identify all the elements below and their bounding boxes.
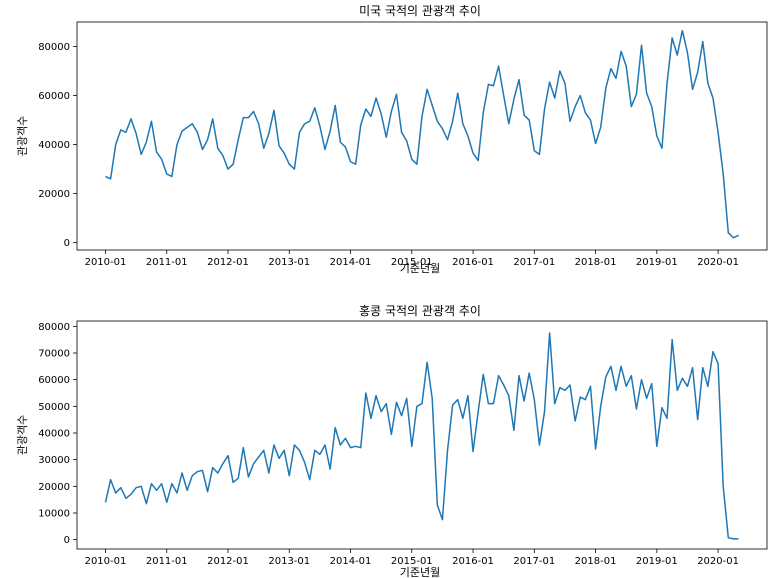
x-tick-label: 2012-01	[207, 556, 249, 567]
x-tick-label: 2018-01	[575, 556, 617, 567]
x-tick-label: 2016-01	[452, 257, 494, 268]
plot-frame	[76, 21, 768, 251]
y-tick-label: 20000	[38, 482, 70, 493]
chart-title: 미국 국적의 관광객 추이	[359, 4, 481, 18]
y-axis-label: 관광객수	[16, 415, 29, 455]
x-tick-label: 2020-01	[697, 556, 739, 567]
x-tick-label: 2014-01	[330, 257, 372, 268]
y-axis-label: 관광객수	[16, 116, 29, 156]
y-tick-label: 50000	[38, 402, 70, 413]
y-tick-label: 40000	[38, 140, 70, 151]
chart-us-tourists: 미국 국적의 관광객 추이 기준년월 관광객수 2010-01 2011-01 20…	[16, 4, 768, 275]
x-tick-label: 2013-01	[268, 257, 310, 268]
x-axis-label: 기준년월	[400, 566, 440, 579]
x-tick-label: 2011-01	[146, 556, 188, 567]
x-tick-label: 2011-01	[146, 257, 188, 268]
y-tick-label: 60000	[38, 375, 70, 386]
x-tick-label: 2017-01	[513, 556, 555, 567]
y-tick-label: 30000	[38, 455, 70, 466]
series-line	[104, 332, 739, 540]
y-tick-label: 0	[64, 535, 70, 546]
x-tick-label: 2016-01	[452, 556, 494, 567]
x-tick-label: 2015-01	[391, 556, 433, 567]
chart-hk-tourists: 홍콩 국적의 관광객 추이 기준년월 관광객수 2010-01 2011-01 20…	[16, 304, 768, 579]
x-tick-label: 2012-01	[207, 257, 249, 268]
x-tick-label: 2019-01	[636, 257, 678, 268]
y-tick-label: 80000	[38, 42, 70, 53]
y-tick-label: 70000	[38, 349, 70, 360]
y-tick-label: 20000	[38, 189, 70, 200]
plot-frame	[76, 320, 768, 550]
axis-ticks: 2010-01 2011-01 2012-01 2013-01 2014-01 2015-…	[38, 322, 739, 567]
x-tick-label: 2019-01	[636, 556, 678, 567]
y-tick-label: 60000	[38, 91, 70, 102]
y-tick-label: 10000	[38, 509, 70, 520]
x-tick-label: 2014-01	[330, 556, 372, 567]
x-tick-label: 2010-01	[85, 257, 127, 268]
x-tick-label: 2010-01	[85, 556, 127, 567]
x-tick-label: 2015-01	[391, 257, 433, 268]
y-tick-label: 80000	[38, 322, 70, 333]
series-line	[105, 29, 739, 239]
chart-title: 홍콩 국적의 관광객 추이	[359, 304, 481, 318]
x-tick-label: 2020-01	[697, 257, 739, 268]
x-axis-label: 기준년월	[400, 262, 440, 275]
y-tick-label: 0	[64, 238, 70, 249]
axis-ticks: 2010-01 2011-01 2012-01 2013-01 2014-01 2015-…	[38, 42, 739, 268]
x-tick-label: 2017-01	[513, 257, 555, 268]
x-tick-label: 2013-01	[268, 556, 310, 567]
y-tick-label: 40000	[38, 429, 70, 440]
x-tick-label: 2018-01	[575, 257, 617, 268]
